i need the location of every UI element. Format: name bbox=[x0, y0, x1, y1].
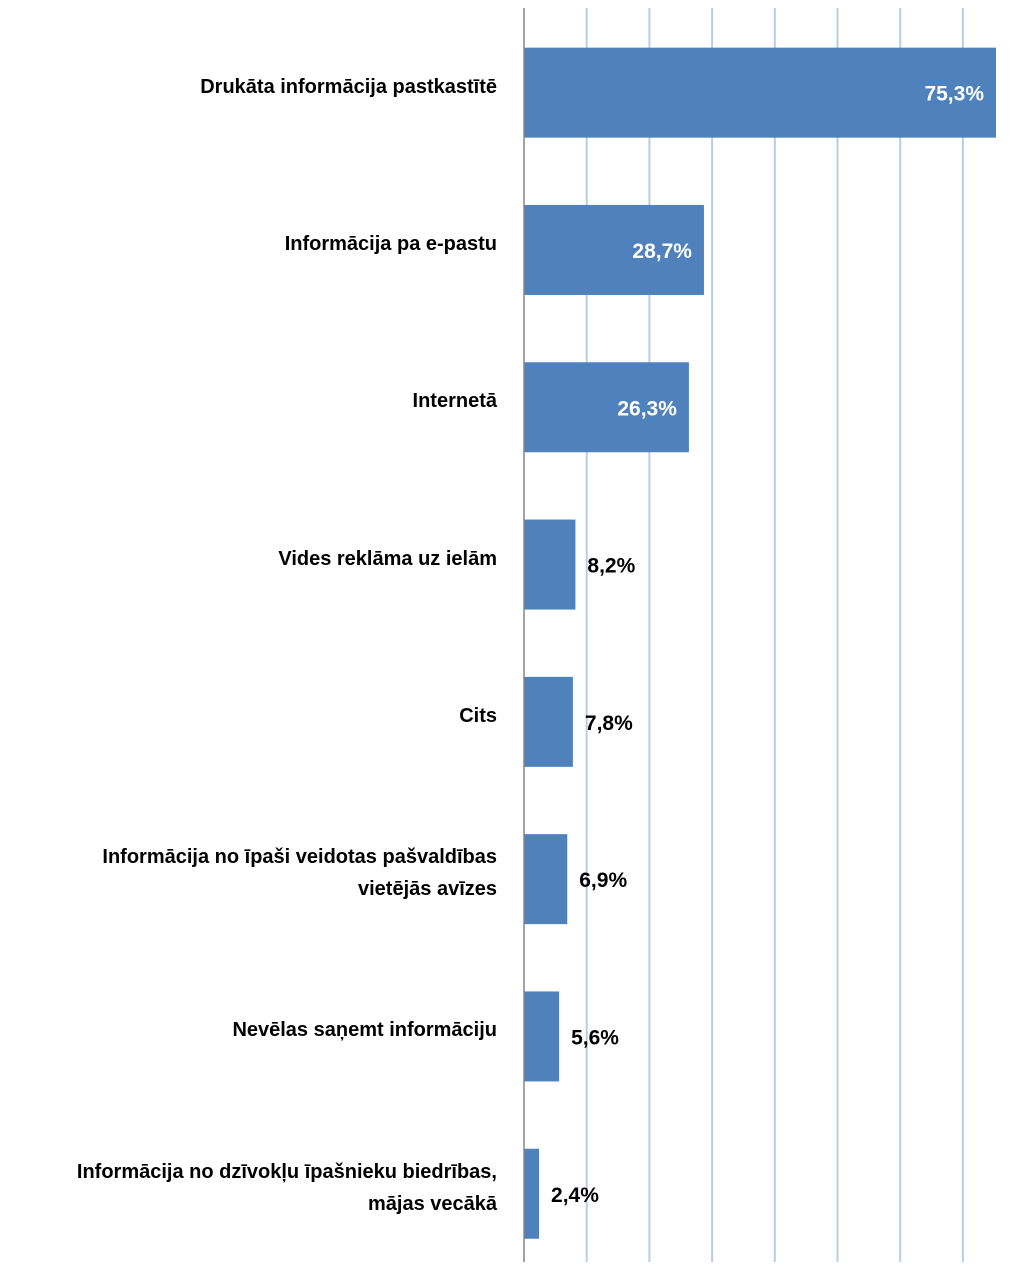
data-label: 5,6% bbox=[571, 1026, 619, 1049]
category-label: Drukāta informācija pastkastītē bbox=[200, 75, 497, 98]
data-label: 8,2% bbox=[587, 555, 635, 578]
category-label: Informācija no īpaši veidotas pašvaldība… bbox=[102, 846, 497, 901]
category-label: Internetā bbox=[412, 390, 497, 413]
category-label: Cits bbox=[459, 704, 497, 727]
bar bbox=[524, 204, 704, 295]
bars bbox=[524, 47, 996, 1239]
bar bbox=[524, 519, 576, 610]
category-label: Informācija no dzīvokļu īpašnieku biedrī… bbox=[76, 1160, 497, 1215]
data-labels: 75,3% 28,7% 26,3% 8,2% 7,8% 6,9% 5,6% 2,4% bbox=[551, 83, 984, 1207]
bar bbox=[524, 1148, 540, 1239]
bar bbox=[524, 991, 560, 1082]
data-label: 6,9% bbox=[579, 869, 627, 892]
category-label: Nevēlas saņemt informāciju bbox=[232, 1019, 497, 1042]
data-label: 2,4% bbox=[551, 1184, 599, 1207]
bar bbox=[524, 676, 573, 767]
data-label: 26,3% bbox=[617, 397, 677, 420]
data-label: 75,3% bbox=[924, 83, 984, 106]
bar bbox=[524, 834, 568, 925]
data-label: 28,7% bbox=[632, 240, 692, 263]
gridlines bbox=[585, 8, 964, 1262]
bar bbox=[524, 47, 996, 138]
category-label: Informācija pa e-pastu bbox=[284, 232, 497, 255]
bar bbox=[524, 362, 689, 453]
data-label: 7,8% bbox=[585, 712, 633, 735]
category-label: Vides reklāma uz ielām bbox=[278, 547, 497, 570]
